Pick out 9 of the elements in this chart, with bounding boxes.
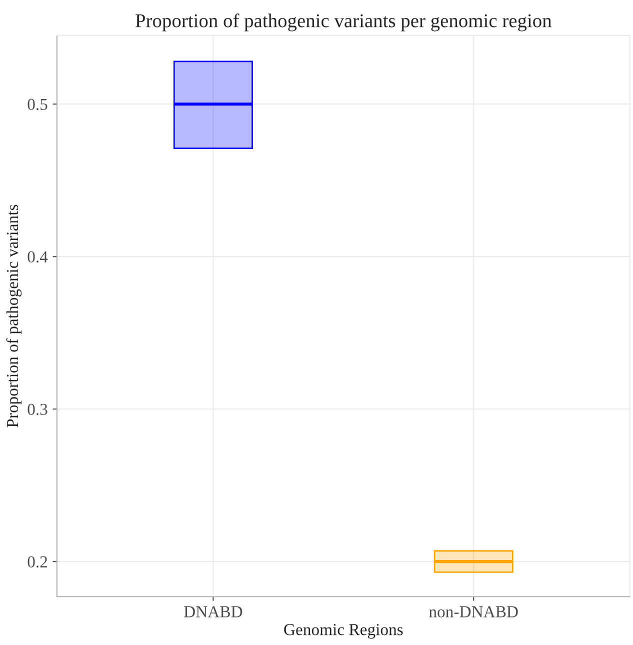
y-tick-label: 0.2: [28, 556, 48, 568]
x-axis-title: Genomic Regions: [284, 624, 403, 639]
x-tick-label: DNABD: [184, 606, 242, 618]
chart-title: Proportion of pathogenic variants per genomic region: [136, 13, 552, 32]
y-tick-label: 0.5: [28, 98, 48, 110]
y-tick-label: 0.3: [28, 404, 48, 416]
y-tick-label: 0.4: [28, 251, 48, 263]
y-axis-title: Proportion of pathogenic variants: [6, 204, 22, 428]
x-tick-label: non-DNABD: [429, 606, 518, 618]
